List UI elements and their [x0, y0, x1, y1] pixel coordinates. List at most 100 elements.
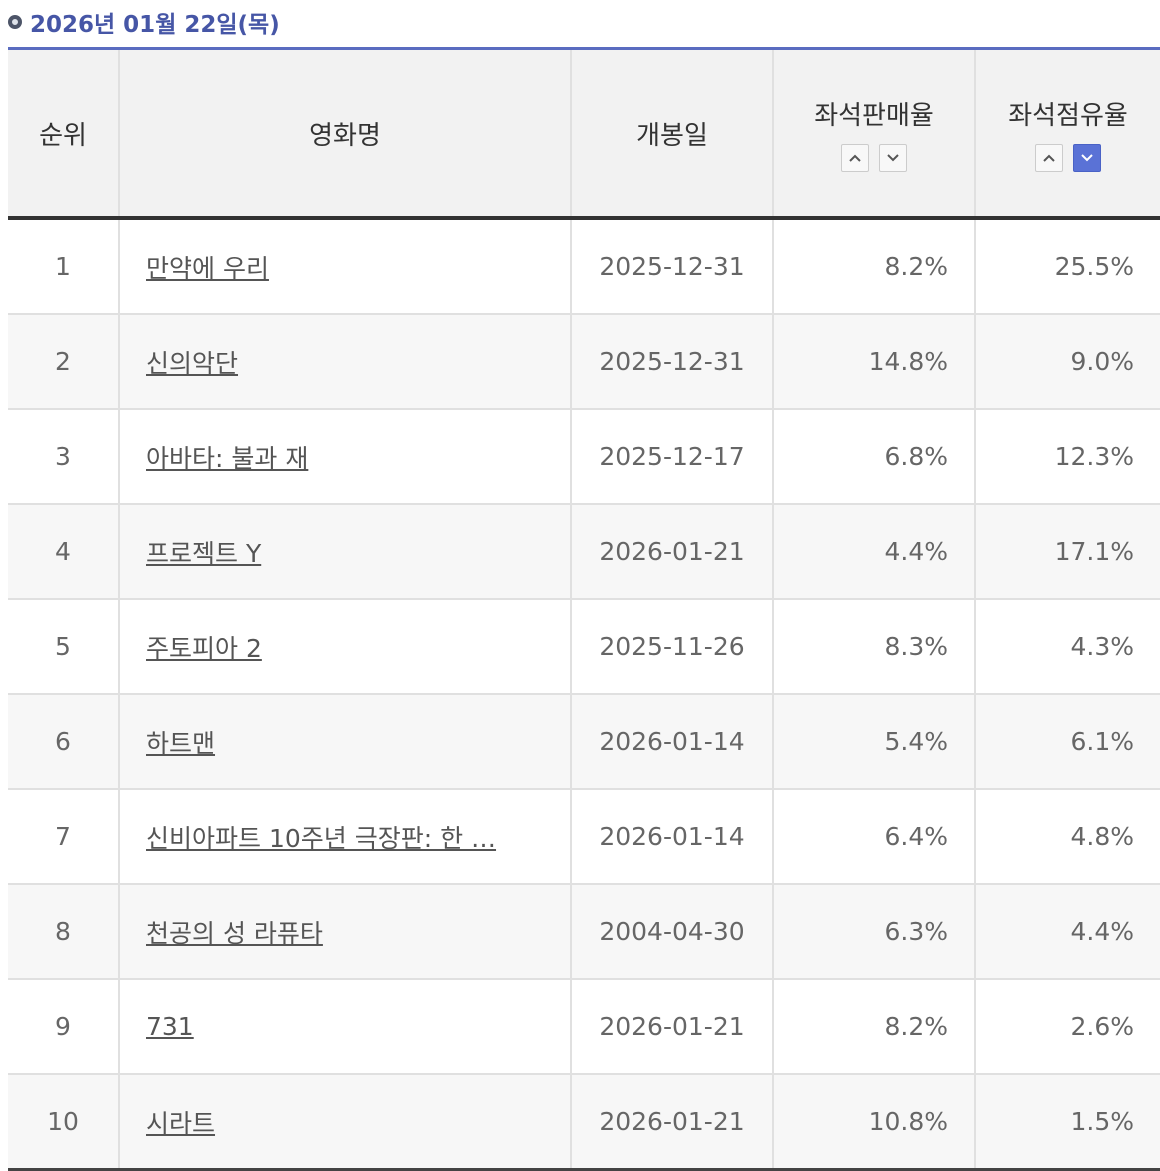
header-row: 순위 영화명 개봉일 좌석판매율 좌석점유율 — [8, 50, 1160, 220]
movie-title[interactable]: 신비아파트 10주년 극장판: 한 … — [146, 823, 497, 853]
cell: 4.3% — [975, 599, 1160, 695]
cell: 6.1% — [975, 694, 1160, 790]
table-row: 5 주토피아 2 2025-11-26 8.3% 4.3% — [8, 599, 1160, 695]
seat-sales-rate: 8.2% — [884, 1012, 948, 1041]
cell: 천공의 성 라퓨타 — [119, 884, 572, 980]
column-label: 좌석점유율 — [1008, 100, 1128, 131]
cell: 8.2% — [773, 218, 976, 315]
cell: 4.4% — [975, 884, 1160, 980]
cell: 8.2% — [773, 979, 976, 1075]
release-date: 2025-11-26 — [599, 632, 745, 661]
movie-title[interactable]: 신의악단 — [146, 348, 239, 378]
cell: 시라트 — [119, 1074, 572, 1171]
sort-desc-button[interactable] — [879, 143, 907, 172]
cell: 5.4% — [773, 694, 976, 790]
cell: 9 — [8, 979, 120, 1075]
release-date: 2026-01-14 — [599, 727, 745, 756]
cell: 2025-12-17 — [571, 409, 774, 505]
rank: 3 — [55, 442, 71, 471]
cell: 만약에 우리 — [119, 218, 572, 315]
table-row: 7 신비아파트 10주년 극장판: 한 … 2026-01-14 6.4% 4.8% — [8, 789, 1160, 885]
cell: 25.5% — [975, 218, 1160, 315]
movie-title[interactable]: 하트맨 — [146, 728, 216, 758]
header-rule — [8, 47, 1160, 50]
cell: 3 — [8, 409, 120, 505]
rank: 4 — [55, 537, 71, 566]
column-label: 좌석판매율 — [814, 100, 934, 131]
seat-sales-rate: 8.3% — [884, 632, 948, 661]
date: 2026년 01월 22일(목) — [30, 12, 280, 38]
cell: 2.6% — [975, 979, 1160, 1075]
cell: 신의악단 — [119, 314, 572, 410]
table-row: 6 하트맨 2026-01-14 5.4% 6.1% — [8, 694, 1160, 790]
column-header: 영화명 — [119, 50, 572, 220]
seat-share-rate: 4.4% — [1070, 917, 1134, 946]
chevron-up — [849, 154, 861, 162]
table-row: 8 천공의 성 라퓨타 2004-04-30 6.3% 4.4% — [8, 884, 1160, 980]
cell: 주토피아 2 — [119, 599, 572, 695]
cell: 6.3% — [773, 884, 976, 980]
seat-share-rate: 17.1% — [1054, 537, 1134, 566]
cell: 8.3% — [773, 599, 976, 695]
rank: 2 — [55, 347, 71, 376]
seat-share-rate: 25.5% — [1054, 252, 1134, 281]
seat-sales-rate: 10.8% — [868, 1107, 948, 1136]
table-row: 9 731 2026-01-21 8.2% 2.6% — [8, 979, 1160, 1075]
movie-title[interactable]: 프로젝트 Y — [146, 538, 262, 568]
cell: 2026-01-21 — [571, 979, 774, 1075]
date-header: 2026년 01월 22일(목) — [8, 4, 280, 40]
cell: 10.8% — [773, 1074, 976, 1171]
cell: 2026-01-21 — [571, 1074, 774, 1171]
cell: 아바타: 불과 재 — [119, 409, 572, 505]
seat-share-rate: 6.1% — [1070, 727, 1134, 756]
column-label: 개봉일 — [636, 120, 708, 151]
movie-title[interactable]: 주토피아 2 — [146, 633, 262, 663]
rank: 7 — [55, 822, 71, 851]
cell: 2025-12-31 — [571, 314, 774, 410]
seat-sales-rate: 6.4% — [884, 822, 948, 851]
column-header: 좌석판매율 — [773, 50, 976, 220]
box-office-table: 순위 영화명 개봉일 좌석판매율 좌석점유율 1 만약에 우리 2025-12-31… — [8, 50, 1160, 1171]
seat-sales-rate: 6.8% — [884, 442, 948, 471]
cell: 프로젝트 Y — [119, 504, 572, 600]
movie-title[interactable]: 731 — [146, 1012, 194, 1041]
cell: 2 — [8, 314, 120, 410]
cell: 7 — [8, 789, 120, 885]
release-date: 2026-01-14 — [599, 822, 745, 851]
column-header: 순위 — [8, 50, 120, 220]
cell: 10 — [8, 1074, 120, 1171]
seat-share-rate: 2.6% — [1070, 1012, 1134, 1041]
movie-title[interactable]: 아바타: 불과 재 — [146, 443, 309, 473]
chevron-up — [1043, 154, 1055, 162]
cell: 2025-11-26 — [571, 599, 774, 695]
bullet-icon — [8, 15, 22, 29]
movie-title[interactable]: 만약에 우리 — [146, 253, 269, 283]
movie-title[interactable]: 천공의 성 라퓨타 — [146, 918, 323, 948]
seat-share-rate: 1.5% — [1070, 1107, 1134, 1136]
rank: 5 — [55, 632, 71, 661]
table-row: 3 아바타: 불과 재 2025-12-17 6.8% 12.3% — [8, 409, 1160, 505]
cell: 1 — [8, 218, 120, 315]
sort-desc-button[interactable] — [1073, 143, 1101, 172]
rank: 6 — [55, 727, 71, 756]
sort-asc-button[interactable] — [841, 143, 869, 172]
table-row: 4 프로젝트 Y 2026-01-21 4.4% 17.1% — [8, 504, 1160, 600]
cell: 6 — [8, 694, 120, 790]
table-row: 10 시라트 2026-01-21 10.8% 1.5% — [8, 1074, 1160, 1171]
cell: 2025-12-31 — [571, 218, 774, 315]
table-row: 2 신의악단 2025-12-31 14.8% 9.0% — [8, 314, 1160, 410]
cell: 12.3% — [975, 409, 1160, 505]
release-date: 2025-12-31 — [599, 252, 745, 281]
seat-sales-rate: 4.4% — [884, 537, 948, 566]
cell: 14.8% — [773, 314, 976, 410]
release-date: 2025-12-31 — [599, 347, 745, 376]
sort-asc-button[interactable] — [1035, 143, 1063, 172]
rank: 9 — [55, 1012, 71, 1041]
cell: 731 — [119, 979, 572, 1075]
cell: 6.4% — [773, 789, 976, 885]
movie-title[interactable]: 시라트 — [146, 1108, 216, 1138]
seat-share-rate: 4.3% — [1070, 632, 1134, 661]
cell: 9.0% — [975, 314, 1160, 410]
cell: 4.8% — [975, 789, 1160, 885]
